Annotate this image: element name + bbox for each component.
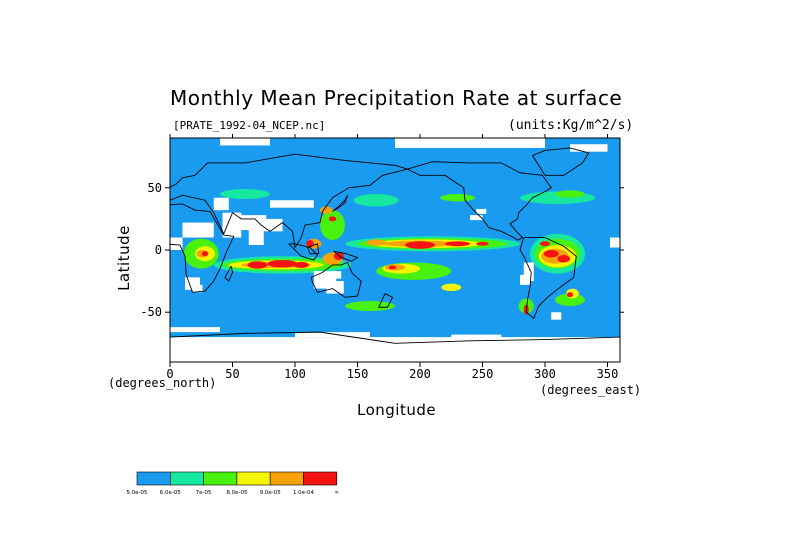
- missing-data-cell: [523, 262, 534, 282]
- rain-band: [555, 293, 585, 306]
- rain-band: [320, 210, 345, 241]
- missing-data-cell: [170, 352, 220, 358]
- missing-data-cell: [476, 208, 487, 214]
- color-swatch: [303, 471, 338, 486]
- rain-band: [353, 194, 399, 207]
- missing-data-cell: [170, 327, 220, 333]
- missing-data-cell: [220, 138, 270, 146]
- x-tick-label: 150: [347, 367, 369, 381]
- rain-core: [333, 252, 344, 260]
- coastline: [170, 184, 171, 186]
- coastline: [224, 265, 233, 282]
- rain-core: [201, 251, 209, 257]
- rain-core: [320, 206, 333, 214]
- y-tick-label: 0: [155, 243, 162, 257]
- chart-title: Monthly Mean Precipitation Rate at surfa…: [170, 86, 623, 110]
- color-label: 1.0e-04: [293, 490, 315, 496]
- coastline: [307, 243, 320, 255]
- missing-data-cell: [451, 334, 502, 340]
- color-label: 8.0e-05: [226, 490, 248, 496]
- missing-data-cell: [395, 138, 545, 148]
- units-label: (units:Kg/m^2/s): [508, 118, 634, 133]
- coastline: [378, 293, 394, 308]
- missing-data-cell: [295, 332, 370, 338]
- missing-data-cell: [495, 343, 608, 350]
- y-tick-label: -50: [140, 305, 162, 319]
- rain-core: [476, 241, 489, 246]
- coastline: [170, 203, 235, 293]
- color-swatch: [136, 471, 171, 486]
- color-swatch: [269, 471, 304, 486]
- missing-data-cell: [470, 215, 483, 221]
- missing-data-cell: [248, 227, 264, 246]
- rain-band: [345, 301, 395, 311]
- color-label: 5.0e-05: [126, 490, 148, 496]
- rain-core: [388, 265, 397, 270]
- coastline: [332, 195, 348, 212]
- color-label: 7e-05: [196, 490, 212, 496]
- x-tick-label: 200: [409, 367, 431, 381]
- missing-data-cell: [213, 197, 229, 211]
- file-name: [PRATE_1992-04_NCEP.nc]: [173, 119, 326, 132]
- missing-data-cell: [610, 237, 620, 248]
- x-tick-label: 0: [166, 367, 173, 381]
- rain-core: [405, 241, 435, 249]
- missing-data-cell: [270, 200, 314, 208]
- color-label: ∞: [335, 490, 340, 496]
- missing-data-cell: [551, 312, 562, 320]
- rain-core: [247, 261, 268, 269]
- missing-data-cell: [326, 281, 344, 294]
- coastline: [407, 161, 552, 241]
- coastline: [170, 331, 620, 344]
- missing-data-cell: [545, 353, 620, 359]
- color-swatch: [236, 471, 271, 486]
- y-axis-unit: (degrees_north): [108, 376, 217, 390]
- missing-data-cell: [570, 144, 608, 152]
- color-swatch: [203, 471, 238, 486]
- missing-data-cell: [332, 271, 342, 279]
- rain-core: [441, 283, 462, 292]
- coastline: [519, 237, 577, 320]
- coastline: [170, 153, 410, 249]
- missing-data-cell: [192, 284, 203, 293]
- color-label: 6.0e-05: [160, 490, 182, 496]
- missing-data-cell: [170, 337, 620, 362]
- rain-core: [543, 250, 559, 258]
- coastline: [288, 243, 319, 261]
- rain-core: [366, 239, 387, 246]
- x-axis-label: Longitude: [357, 401, 437, 419]
- rain-core: [557, 254, 570, 263]
- coastline: [310, 261, 362, 298]
- rain-band: [220, 189, 270, 199]
- missing-data-cell: [170, 237, 183, 250]
- color-legend: 5.0e-05 6.0e-05 7e-05 8.0e-05 9.0e-05 1.0e-04…: [126, 471, 340, 496]
- rain-core: [540, 241, 550, 247]
- missing-data-cell: [182, 222, 214, 238]
- x-tick-label: 300: [534, 367, 556, 381]
- x-tick-label: 250: [472, 367, 494, 381]
- x-tick-label: 50: [225, 367, 239, 381]
- rain-band: [440, 194, 475, 202]
- rain-core: [328, 216, 337, 222]
- x-axis-unit: (degrees_east): [540, 383, 642, 397]
- coastline: [333, 250, 359, 262]
- rain-core: [267, 259, 298, 268]
- color-label: 9.0e-05: [260, 490, 282, 496]
- rain-core: [566, 292, 574, 298]
- rain-core: [445, 241, 470, 247]
- rain-band: [555, 190, 585, 198]
- rain-core: [293, 261, 309, 269]
- missing-data-cell: [520, 274, 530, 285]
- x-tick-label: 350: [597, 367, 619, 381]
- missing-data-cell: [257, 218, 283, 232]
- color-swatch: [170, 471, 204, 486]
- x-tick-label: 100: [284, 367, 306, 381]
- coastline: [531, 147, 590, 176]
- y-tick-label: 50: [148, 181, 162, 195]
